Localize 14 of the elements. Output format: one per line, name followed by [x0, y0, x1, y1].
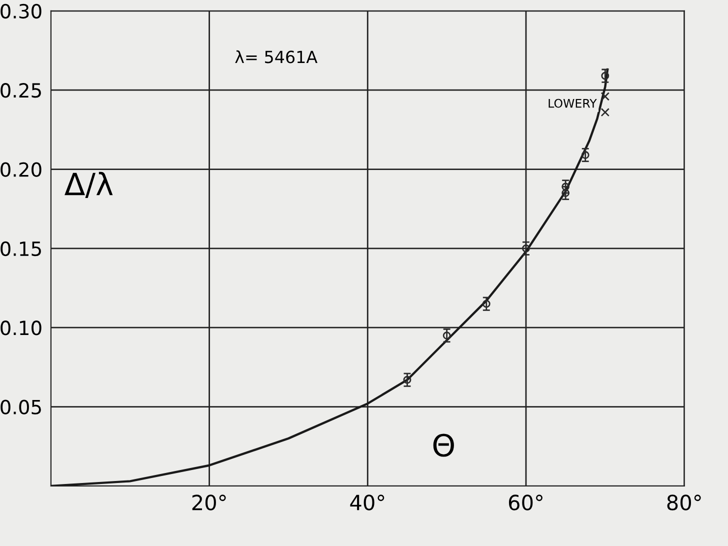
- y-tick-label: 0.10: [0, 320, 42, 336]
- y-tick-label: 0.05: [0, 400, 41, 414]
- x-tick-label: 20°: [192, 494, 226, 510]
- x-tick-label: 60°: [508, 494, 542, 510]
- annotation: λ= 5461A: [235, 50, 318, 64]
- annotation: LOWERY: [548, 98, 597, 108]
- y-tick-label: 0.25: [0, 83, 41, 98]
- y-tick-label: 0.15: [0, 241, 41, 256]
- y-tick-label: 0.20: [0, 162, 42, 177]
- y-tick-label: 0.30: [0, 4, 42, 19]
- x-tick-label: 80°: [667, 494, 701, 510]
- x-axis-title: Θ: [433, 434, 454, 457]
- x-tick-label: 40°: [350, 494, 384, 510]
- y-axis-title: Δ/λ: [64, 172, 113, 198]
